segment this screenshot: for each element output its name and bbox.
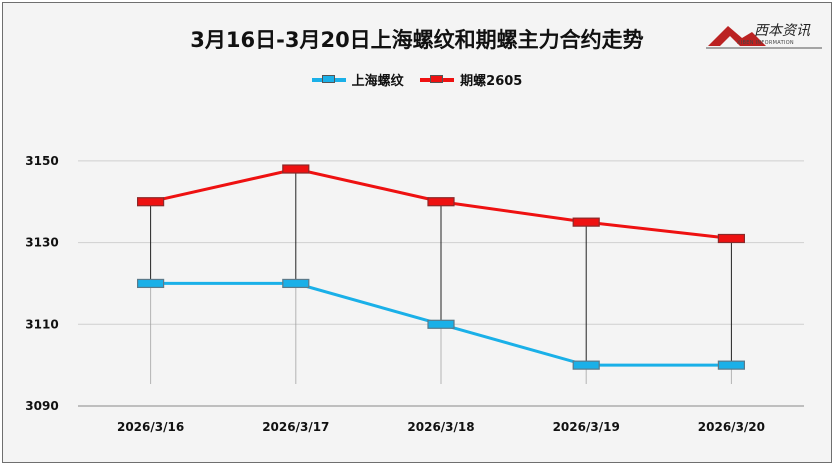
legend-label-futures: 期螺2605 <box>460 74 523 89</box>
logo-icon <box>706 26 822 49</box>
data-point-0-1 <box>282 278 310 289</box>
data-point-0-2 <box>427 319 455 329</box>
y-tick-label-3150: 3150 <box>25 154 58 168</box>
legend-item-futures: 期螺2605 <box>420 70 522 89</box>
legend-swatch-shanghai <box>311 74 346 83</box>
x-tick-label-0: 2026/3/16 <box>117 420 184 434</box>
x-tick-label-4: 2026/3/20 <box>698 420 765 434</box>
data-point-0-4 <box>717 360 746 370</box>
x-tick-label-3: 2026/3/19 <box>553 420 620 434</box>
data-point-1-1 <box>282 164 310 174</box>
chart-title: 3月16日-3月20日上海螺纹和期螺主力合约走势 <box>190 28 644 52</box>
data-point-1-2 <box>427 197 455 207</box>
y-tick-label-3090: 3090 <box>25 399 58 413</box>
logo-subtext: XIBEN INFORMATION <box>737 40 794 46</box>
chart-legend: 上海螺纹 期螺2605 <box>0 70 834 89</box>
x-tick-label-1: 2026/3/17 <box>262 420 329 434</box>
logo-text: 西本资讯 <box>754 23 810 39</box>
x-tick-label-2: 2026/3/18 <box>407 420 474 434</box>
data-point-0-0 <box>137 278 165 289</box>
data-point-0-3 <box>572 360 600 370</box>
y-tick-label-3110: 3110 <box>25 317 58 331</box>
legend-swatch-futures <box>420 74 455 83</box>
data-point-1-3 <box>572 217 600 227</box>
legend-label-shanghai: 上海螺纹 <box>351 74 404 89</box>
legend-item-shanghai: 上海螺纹 <box>311 70 404 89</box>
y-tick-label-3130: 3130 <box>25 236 58 250</box>
data-point-1-0 <box>137 197 165 207</box>
data-point-1-4 <box>717 233 746 244</box>
